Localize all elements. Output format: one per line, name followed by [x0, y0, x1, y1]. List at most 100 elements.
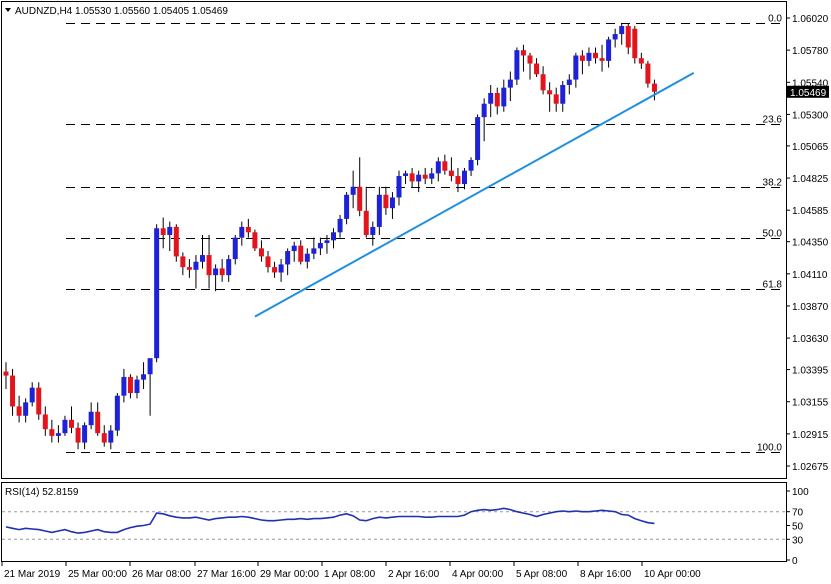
candle — [298, 240, 304, 265]
candle — [193, 255, 199, 289]
candle-body — [193, 261, 199, 270]
time-tick-label: 26 Mar 08:00 — [132, 569, 191, 580]
candle — [213, 264, 219, 292]
candle-body — [606, 39, 612, 61]
candle — [226, 255, 232, 282]
candle-body — [344, 194, 350, 219]
candle-body — [337, 218, 343, 233]
candle — [10, 368, 16, 416]
price-tick-label: 1.06020 — [792, 14, 829, 25]
candle — [606, 36, 612, 68]
candle-body — [448, 170, 454, 177]
candle — [16, 395, 22, 423]
candle — [62, 415, 68, 436]
candle — [638, 52, 644, 69]
price-panel[interactable] — [1, 1, 787, 479]
candle-body — [488, 93, 494, 104]
candle-body — [625, 26, 631, 48]
time-tick-label: 27 Mar 16:00 — [197, 569, 256, 580]
candle — [396, 170, 402, 206]
candle — [540, 66, 546, 95]
candle-body — [527, 55, 533, 64]
candle-body — [304, 253, 310, 262]
candle — [285, 248, 291, 276]
candle — [114, 393, 120, 436]
candle-body — [180, 256, 186, 268]
candle-body — [357, 186, 363, 211]
candle — [586, 47, 592, 67]
candle-body — [507, 79, 513, 88]
candle — [579, 50, 585, 75]
candle-body — [422, 174, 428, 179]
candle-body — [534, 63, 540, 75]
candle-body — [317, 243, 323, 249]
price-tick-label: 1.03870 — [792, 302, 829, 313]
candle — [416, 170, 422, 193]
candle — [429, 168, 435, 185]
candle — [593, 47, 598, 64]
candle-body — [475, 117, 481, 160]
candle — [167, 221, 173, 252]
candle-body — [206, 255, 212, 276]
candle — [481, 98, 487, 142]
price-tick-label: 1.03630 — [792, 334, 829, 345]
candle — [186, 259, 192, 278]
time-tick-label: 25 Mar 00:00 — [68, 569, 127, 580]
candle-body — [593, 52, 598, 59]
candle-body — [442, 161, 448, 171]
candle-body — [29, 387, 35, 403]
candle-body — [127, 376, 133, 394]
candle — [134, 375, 140, 399]
candle — [69, 406, 74, 434]
candle — [49, 419, 55, 443]
price-tick-label: 1.05540 — [792, 78, 829, 89]
candle — [475, 114, 481, 166]
candle — [462, 168, 467, 190]
collapse-arrow-icon[interactable] — [5, 8, 11, 12]
candle-body — [645, 63, 651, 84]
candle-body — [540, 74, 546, 91]
candle-body — [514, 50, 520, 80]
fib-label: 61.8 — [763, 280, 783, 291]
candle-body — [632, 28, 638, 59]
candle-body — [154, 228, 160, 359]
time-tick-label: 1 Apr 08:00 — [324, 569, 376, 580]
candle — [520, 44, 526, 72]
candle — [121, 368, 127, 403]
candle-body — [383, 194, 389, 209]
price-tick-label: 1.05065 — [792, 142, 829, 153]
candle — [383, 186, 389, 215]
candle — [619, 23, 625, 45]
candle — [95, 402, 101, 436]
candle — [534, 58, 540, 77]
candle — [141, 362, 147, 389]
candle-body — [108, 430, 114, 443]
candle — [448, 157, 454, 182]
candle — [206, 234, 212, 289]
candle — [75, 422, 81, 450]
candle — [435, 157, 441, 182]
candle — [232, 234, 238, 265]
candle — [573, 52, 579, 88]
candle — [101, 425, 107, 447]
rsi-panel[interactable] — [1, 482, 787, 562]
fib-label: 100.0 — [757, 443, 782, 454]
candle-body — [200, 255, 205, 262]
candle — [612, 28, 618, 48]
candle-body — [638, 58, 644, 64]
candle-body — [389, 197, 395, 209]
candle — [200, 234, 205, 269]
candle — [42, 406, 48, 436]
candle-body — [619, 26, 625, 35]
trendline[interactable] — [254, 72, 695, 318]
candle-body — [173, 226, 179, 257]
candle-body — [3, 371, 9, 376]
candle — [547, 82, 553, 112]
time-tick-label: 10 Apr 00:00 — [644, 569, 701, 580]
candle-body — [612, 34, 618, 40]
price-tick-label: 1.03155 — [792, 398, 829, 409]
candle — [350, 170, 356, 209]
candle-body — [245, 226, 251, 233]
candle-body — [494, 93, 500, 107]
candle — [219, 259, 225, 282]
